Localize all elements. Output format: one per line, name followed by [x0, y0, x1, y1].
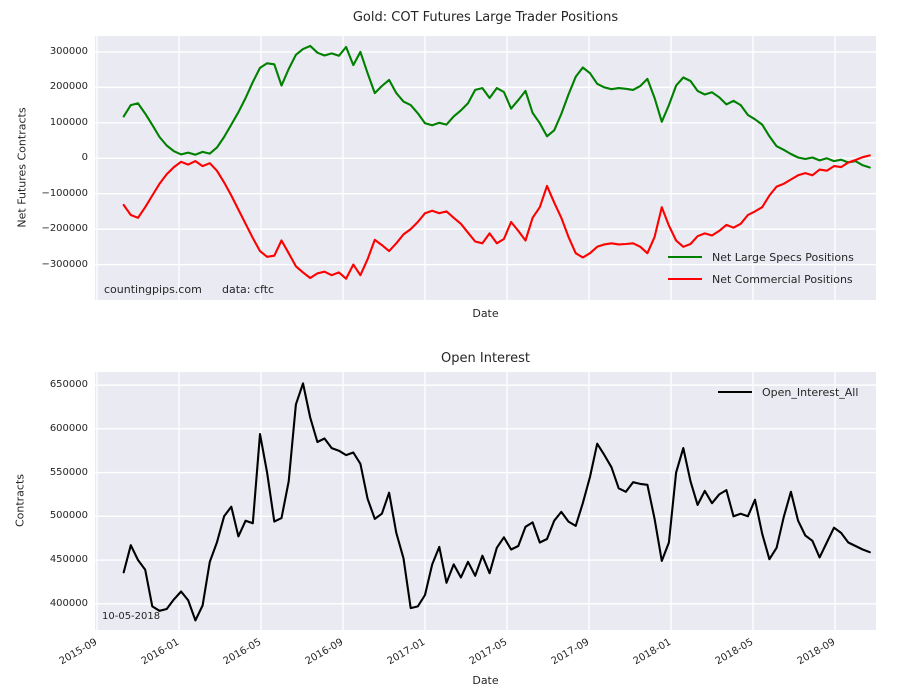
bottom-y-tick-label: 450000	[49, 554, 88, 566]
open-interest-all-line	[122, 382, 871, 622]
top-y-tick-label: 300000	[49, 45, 88, 57]
bottom-y-axis-label: Contracts	[13, 473, 27, 528]
bottom-x-axis-label: Date	[472, 674, 499, 687]
legend-row-commercial: Net Commercial Positions	[668, 268, 854, 290]
bottom-y-tick-label: 650000	[49, 379, 88, 391]
bottom-plot-background	[95, 372, 876, 630]
commercial-line-swatch	[668, 277, 702, 281]
bottom-chart-title: Open Interest	[441, 351, 530, 366]
top-y-tick-label: 0	[81, 152, 88, 164]
legend-row-open-interest: Open_Interest_All	[718, 384, 858, 400]
top-plot	[95, 36, 876, 300]
top-x-axis-label: Date	[472, 307, 499, 320]
bottom-y-tick-label: 500000	[49, 510, 88, 522]
top-chart-legend: Net Large Specs Positions Net Commercial…	[668, 246, 854, 290]
top-y-tick-label: −200000	[41, 223, 88, 235]
net-commercial-positions-line	[122, 154, 871, 280]
top-y-axis-label: Net Futures Contracts	[15, 107, 29, 228]
bottom-chart-legend: Open_Interest_All	[718, 384, 858, 400]
watermark-text: countingpips.com	[104, 283, 202, 296]
open-interest-line-swatch	[718, 390, 752, 394]
top-plot-background	[95, 36, 876, 300]
top-y-tick-label: 200000	[49, 81, 88, 93]
large-specs-line-swatch	[668, 255, 702, 259]
legend-row-large-specs: Net Large Specs Positions	[668, 246, 854, 268]
top-chart-title: Gold: COT Futures Large Trader Positions	[352, 10, 619, 25]
legend-label-open-interest: Open_Interest_All	[762, 385, 859, 399]
last-date-annotation: 10-05-2018	[102, 611, 161, 622]
bottom-plot	[95, 372, 876, 630]
legend-label-large-specs: Net Large Specs Positions	[712, 250, 854, 264]
top-y-tick-label: −100000	[41, 187, 88, 199]
top-y-tick-label: −300000	[41, 258, 88, 270]
bottom-y-tick-label: 400000	[49, 597, 88, 609]
legend-label-commercial: Net Commercial Positions	[712, 272, 853, 286]
bottom-y-tick-label: 550000	[49, 466, 88, 478]
top-y-tick-label: 100000	[49, 116, 88, 128]
bottom-y-tick-label: 600000	[49, 422, 88, 434]
data-source-text: data: cftc	[222, 283, 275, 296]
net-large-specs-positions-line	[122, 44, 871, 169]
